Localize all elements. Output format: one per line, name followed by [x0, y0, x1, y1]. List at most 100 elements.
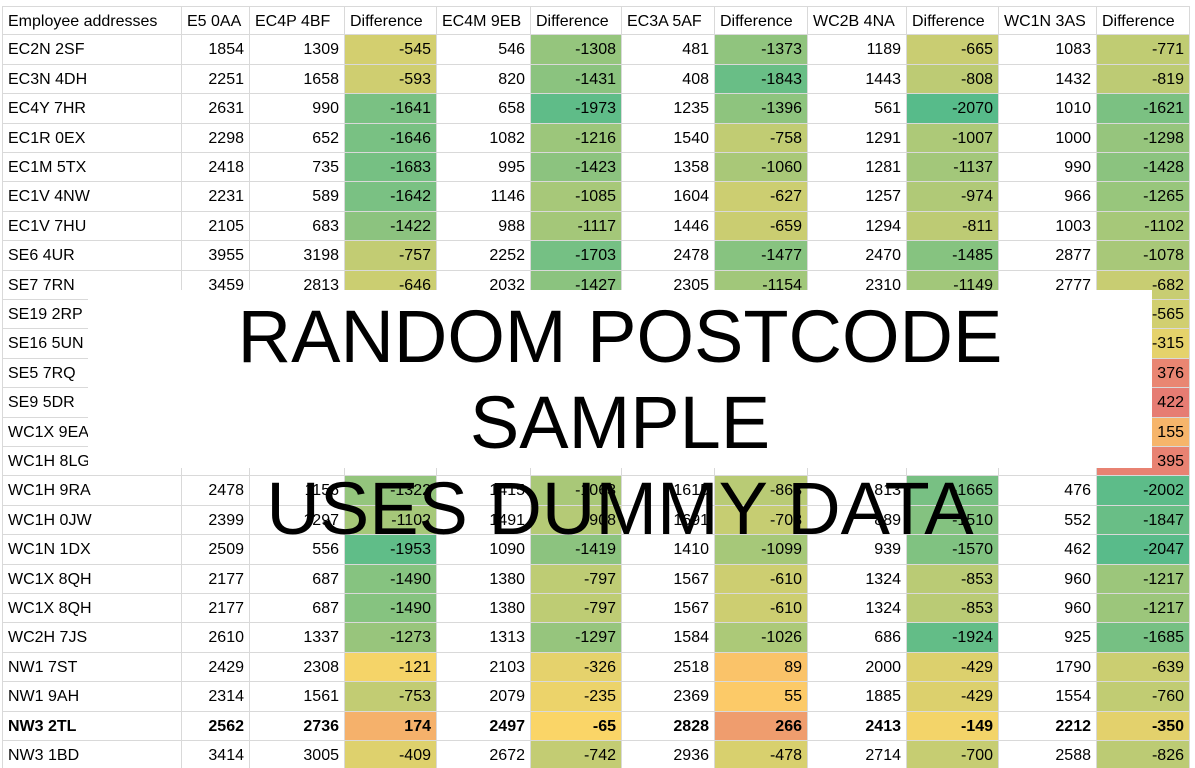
- cell: 1189: [808, 35, 907, 65]
- cell: 2478: [622, 241, 715, 271]
- cell: 889: [808, 505, 907, 536]
- cell: 2828: [622, 711, 715, 741]
- cell: -771: [1097, 35, 1190, 65]
- cell: 990: [999, 153, 1097, 183]
- cell: 2714: [808, 741, 907, 768]
- header-cell: EC3A 5AF: [622, 6, 715, 36]
- cell: -1308: [531, 35, 622, 65]
- cell: 1540: [622, 123, 715, 153]
- cell: -1641: [345, 94, 437, 124]
- cell: WC1H 0JW: [2, 505, 182, 536]
- cell: -1099: [715, 535, 808, 565]
- cell: WC1H 9RA: [2, 476, 182, 506]
- cell: 1083: [999, 35, 1097, 65]
- cell: 1885: [808, 682, 907, 712]
- cell: 1146: [437, 182, 531, 212]
- cell: 2518: [622, 652, 715, 683]
- cell: 89: [715, 652, 808, 683]
- cell: NW3 1BD: [2, 741, 182, 768]
- cell: -149: [907, 711, 999, 741]
- cell: -1642: [345, 182, 437, 212]
- cell: -1646: [345, 123, 437, 153]
- cell: -1490: [345, 564, 437, 594]
- cell: 988: [437, 211, 531, 242]
- cell: -1419: [531, 535, 622, 565]
- cell: -1973: [531, 94, 622, 124]
- cell: -853: [907, 594, 999, 624]
- cell: 556: [250, 535, 345, 565]
- cell: 2877: [999, 241, 1097, 271]
- cell: 1324: [808, 564, 907, 594]
- cell: -659: [715, 211, 808, 242]
- cell: 1443: [808, 64, 907, 95]
- cell: 462: [999, 535, 1097, 565]
- cell: -1007: [907, 123, 999, 153]
- cell: 1380: [437, 594, 531, 624]
- cell: 3198: [250, 241, 345, 271]
- cell: 55: [715, 682, 808, 712]
- cell: SE6 4UR: [2, 241, 182, 271]
- cell: 2399: [182, 505, 250, 536]
- cell: 1309: [250, 35, 345, 65]
- cell: 1297: [250, 505, 345, 536]
- cell: -811: [907, 211, 999, 242]
- cell: -1297: [531, 623, 622, 653]
- cell: 2610: [182, 623, 250, 653]
- cell: -1265: [1097, 182, 1190, 212]
- cell: 2079: [437, 682, 531, 712]
- cell: 2369: [622, 682, 715, 712]
- cell: 266: [715, 711, 808, 741]
- cell: 1324: [808, 594, 907, 624]
- cell: 2231: [182, 182, 250, 212]
- cell: 1854: [182, 35, 250, 65]
- header-cell: E5 0AA: [182, 6, 250, 36]
- cell: -1570: [907, 535, 999, 565]
- cell: 1257: [808, 182, 907, 212]
- cell: 1446: [622, 211, 715, 242]
- cell: -1078: [1097, 241, 1190, 271]
- cell: -1137: [907, 153, 999, 183]
- cell: 552: [999, 505, 1097, 536]
- cell: -665: [907, 35, 999, 65]
- cell: -863: [715, 476, 808, 506]
- cell: NW1 7ST: [2, 652, 182, 683]
- cell: -121: [345, 652, 437, 683]
- header-cell: Difference: [1097, 6, 1190, 36]
- cell: -2047: [1097, 535, 1190, 565]
- cell: -700: [907, 741, 999, 768]
- cell: 3955: [182, 241, 250, 271]
- cell: -2070: [907, 94, 999, 124]
- cell: 687: [250, 564, 345, 594]
- cell: 1432: [999, 64, 1097, 95]
- cell: 960: [999, 564, 1097, 594]
- cell: 2736: [250, 711, 345, 741]
- cell: 589: [250, 182, 345, 212]
- cell: 2413: [808, 711, 907, 741]
- cell: 1554: [999, 682, 1097, 712]
- cell: -627: [715, 182, 808, 212]
- cell: 820: [437, 64, 531, 95]
- cell: 2308: [250, 652, 345, 683]
- header-cell: EC4M 9EB: [437, 6, 531, 36]
- cell: 2314: [182, 682, 250, 712]
- cell: 1615: [622, 476, 715, 506]
- cell: 3005: [250, 741, 345, 768]
- cell: 2000: [808, 652, 907, 683]
- cell: -409: [345, 741, 437, 768]
- cell: 2588: [999, 741, 1097, 768]
- cell: 1604: [622, 182, 715, 212]
- cell: EC4Y 7HR: [2, 94, 182, 124]
- cell: 2252: [437, 241, 531, 271]
- cell: -1477: [715, 241, 808, 271]
- cell: 1415: [437, 476, 531, 506]
- cell: -1431: [531, 64, 622, 95]
- cell: -826: [1097, 741, 1190, 768]
- cell: EC1R 0EX: [2, 123, 182, 153]
- header-cell: EC4P 4BF: [250, 6, 345, 36]
- cell: -742: [531, 741, 622, 768]
- cell: -1847: [1097, 505, 1190, 536]
- cell: -797: [531, 564, 622, 594]
- overlay-banner: RANDOM POSTCODE SAMPLE USES DUMMY DATA: [88, 290, 1152, 550]
- cell: 1658: [250, 64, 345, 95]
